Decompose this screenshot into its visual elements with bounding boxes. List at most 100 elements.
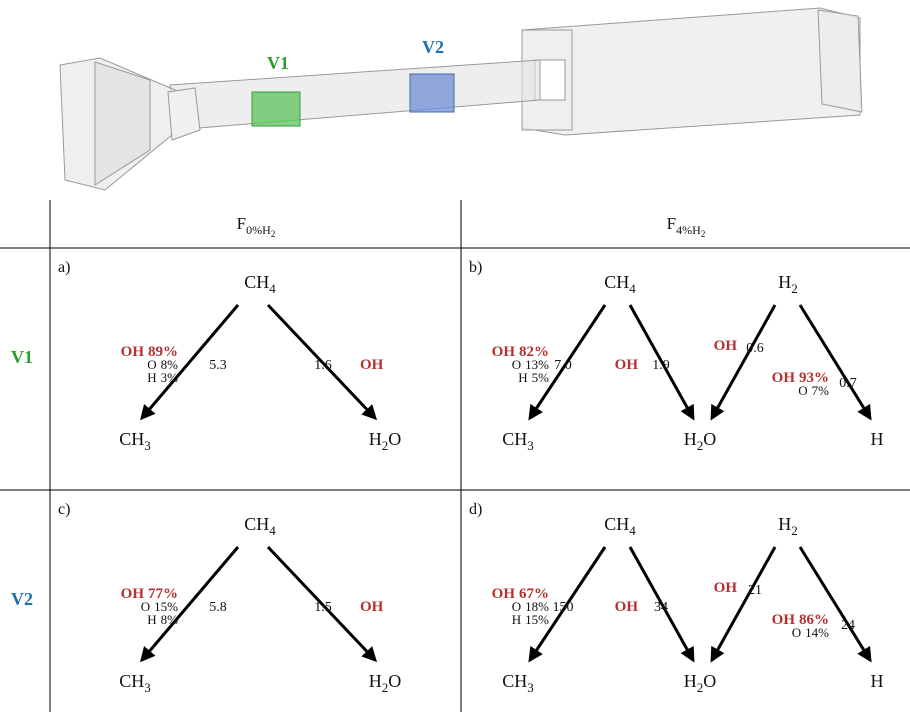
contributor: H 8% xyxy=(147,612,178,627)
species: H2 xyxy=(778,514,798,538)
species: H2O xyxy=(369,671,402,695)
species: CH3 xyxy=(502,429,534,453)
species-text: CH xyxy=(502,671,527,691)
duct-inlet xyxy=(168,88,200,140)
reaction-rate: 1.9 xyxy=(652,358,670,373)
species-text: O xyxy=(703,429,716,449)
contributor-share: 15% xyxy=(525,612,549,627)
species-text: O xyxy=(703,671,716,691)
contributor-share: 8% xyxy=(161,612,179,627)
panel-tag: d) xyxy=(469,501,482,518)
contributor-species: OH xyxy=(772,370,796,386)
figure: V1 V2 F0%H2F4%H2V1V2a)CH4CH3H2O5.3OH89%O… xyxy=(0,0,910,712)
reaction-rate: 5.3 xyxy=(209,358,227,373)
species-text: H xyxy=(778,272,791,292)
contributor-species: OH xyxy=(714,580,738,596)
species-text: H xyxy=(684,429,697,449)
species: H xyxy=(871,429,884,449)
species-text: H xyxy=(369,671,382,691)
contributor: H 15% xyxy=(512,612,549,627)
contributor: O14% xyxy=(792,625,829,640)
swirler xyxy=(95,62,150,185)
row-label: V2 xyxy=(11,589,33,609)
reaction-rate: 1.6 xyxy=(314,358,332,373)
species-text: CH xyxy=(119,429,144,449)
species-text: CH xyxy=(604,514,629,534)
contributor-share: 7% xyxy=(812,383,830,398)
species-subscript: 4 xyxy=(629,281,636,296)
contributor: OH xyxy=(615,357,639,373)
species-text: CH xyxy=(119,671,144,691)
render xyxy=(60,8,862,190)
species-subscript: 3 xyxy=(527,680,534,695)
panel-tag: b) xyxy=(469,259,482,276)
species-subscript: 3 xyxy=(144,680,151,695)
species: H xyxy=(871,671,884,691)
contributor: OH xyxy=(615,599,639,615)
header-subsub: 2 xyxy=(701,229,706,239)
species: CH3 xyxy=(119,671,151,695)
reaction-arrow xyxy=(712,305,775,418)
contributor-species: OH xyxy=(714,338,738,354)
species-text: CH xyxy=(502,429,527,449)
species: CH4 xyxy=(244,272,276,296)
reaction-rate: 24 xyxy=(841,618,855,633)
volume-label: V2 xyxy=(422,37,444,57)
species-subscript: 2 xyxy=(791,281,798,296)
column-header: F4%H2 xyxy=(667,214,706,239)
contributor-species: OH xyxy=(360,599,384,615)
outlet-end xyxy=(818,10,862,112)
panel-tag: c) xyxy=(58,501,70,518)
contributor-species: H xyxy=(147,612,156,627)
species: CH3 xyxy=(119,429,151,453)
contributor: H 3% xyxy=(147,370,178,385)
volume-v1 xyxy=(252,92,300,126)
volume-label: V1 xyxy=(267,53,289,73)
reaction-arrow xyxy=(800,547,870,660)
species-text: H xyxy=(369,429,382,449)
page: V1 V2 F0%H2F4%H2V1V2a)CH4CH3H2O5.3OH89%O… xyxy=(0,0,910,712)
reaction-rate: 0.6 xyxy=(746,341,764,356)
species-subscript: 4 xyxy=(629,523,636,538)
species-text: H xyxy=(871,429,884,449)
contributor-share: 5% xyxy=(532,370,550,385)
species-text: H xyxy=(871,671,884,691)
species: CH4 xyxy=(604,514,636,538)
species-text: O xyxy=(388,429,401,449)
contributor-species: O xyxy=(792,625,801,640)
species-text: H xyxy=(684,671,697,691)
species-subscript: 3 xyxy=(527,438,534,453)
header-subsub: 2 xyxy=(271,229,276,239)
contributor: OH xyxy=(360,599,384,615)
reaction-rate: 0.7 xyxy=(839,376,857,391)
column-header: F0%H2 xyxy=(237,214,276,239)
duct xyxy=(170,60,540,130)
reaction-rate: 1.5 xyxy=(314,600,332,615)
contributor: OH xyxy=(360,357,384,373)
contributor: OH xyxy=(714,338,738,354)
contributor: H 5% xyxy=(518,370,549,385)
contributor-species: OH xyxy=(615,599,639,615)
contributor-share: 3% xyxy=(161,370,179,385)
species-text: CH xyxy=(604,272,629,292)
pathway-panel: a)CH4CH3H2O5.3OH89%O8%H3%1.6OH xyxy=(58,259,401,453)
species: H2O xyxy=(369,429,402,453)
contributor-species: H xyxy=(147,370,156,385)
row-label: V1 xyxy=(11,347,33,367)
contributor-species: OH xyxy=(360,357,384,373)
header-main: F xyxy=(237,214,246,233)
species: H2O xyxy=(684,671,717,695)
species-text: CH xyxy=(244,514,269,534)
contributor-species: OH xyxy=(121,344,145,360)
species: H2 xyxy=(778,272,798,296)
contributor-species: H xyxy=(512,612,521,627)
contributor-species: OH xyxy=(615,357,639,373)
contributor-species: H xyxy=(518,370,527,385)
species: CH4 xyxy=(244,514,276,538)
volume-v2 xyxy=(410,74,454,112)
reaction-arrow xyxy=(712,547,775,660)
species-text: CH xyxy=(244,272,269,292)
